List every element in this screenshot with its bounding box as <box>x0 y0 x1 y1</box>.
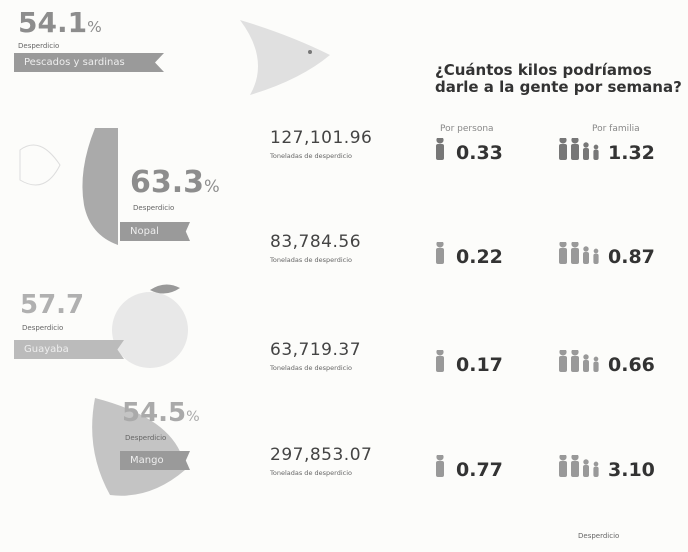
family-icon <box>555 350 605 374</box>
leaf <box>150 284 180 293</box>
nopal <box>82 128 118 245</box>
nopal-outline <box>20 145 60 185</box>
family-icon <box>555 455 605 479</box>
fish-eye <box>308 50 312 54</box>
guayaba <box>112 292 188 368</box>
food-label: Desperdicio <box>125 434 166 442</box>
tons-label: Toneladas de desperdicio <box>270 364 352 372</box>
tons: 63,719.37 <box>270 340 361 360</box>
person-icon <box>430 242 450 266</box>
person-icon <box>430 350 450 374</box>
food-percent: 54.1% <box>18 6 102 39</box>
per-family: 3.10 <box>608 459 655 481</box>
tons-label: Toneladas de desperdicio <box>270 256 352 264</box>
food-percent: 54.5% <box>122 398 200 428</box>
family-icon <box>555 242 605 266</box>
page: 54.1% Desperdicio Pescados y sardinas 63… <box>0 0 688 552</box>
food-label: Desperdicio <box>18 42 59 50</box>
food-name: Guayaba <box>14 340 124 359</box>
column-header: Por familia <box>592 124 640 134</box>
per-person: 0.17 <box>456 354 503 376</box>
food-name: Nopal <box>120 222 190 241</box>
per-person: 0.33 <box>456 142 503 164</box>
tons-label: Toneladas de desperdicio <box>270 152 352 160</box>
column-header: Por persona <box>440 124 494 134</box>
food-name: Pescados y sardinas <box>14 53 164 72</box>
family-icon <box>555 138 605 162</box>
person-icon <box>430 455 450 479</box>
per-family: 0.66 <box>608 354 655 376</box>
per-family: 0.87 <box>608 246 655 268</box>
tons: 127,101.96 <box>270 128 372 148</box>
food-label: Desperdicio <box>133 204 174 212</box>
per-person: 0.22 <box>456 246 503 268</box>
food-name: Mango <box>120 451 190 470</box>
food-percent: 57.7 <box>20 290 84 320</box>
footer: Desperdicio <box>578 532 619 540</box>
per-family: 1.32 <box>608 142 655 164</box>
per-person: 0.77 <box>456 459 503 481</box>
tons: 83,784.56 <box>270 232 361 252</box>
fish <box>240 20 330 95</box>
tons-label: Toneladas de desperdicio <box>270 469 352 477</box>
tons: 297,853.07 <box>270 445 372 465</box>
person-icon <box>430 138 450 162</box>
food-label: Desperdicio <box>22 324 63 332</box>
food-percent: 63.3% <box>130 165 220 200</box>
